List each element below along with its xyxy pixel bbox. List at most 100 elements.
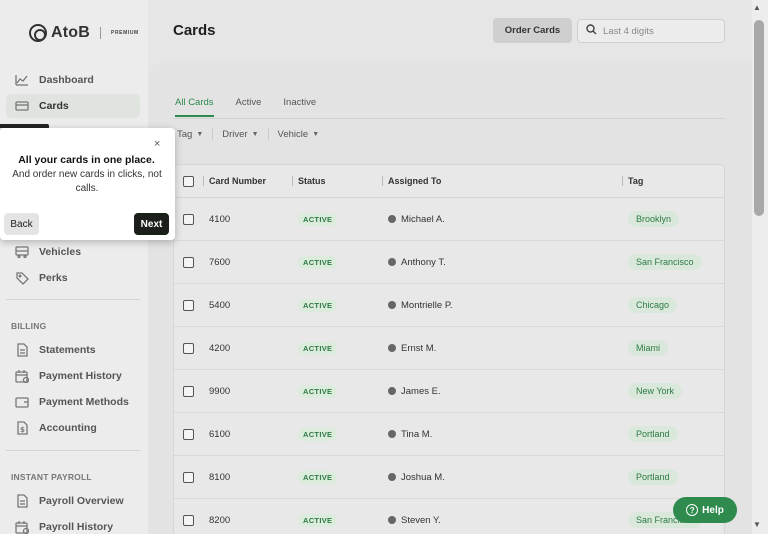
status-badge: ACTIVE xyxy=(298,298,338,312)
row-checkbox[interactable] xyxy=(183,385,194,397)
sidebar: AtoB PREMIUM Dashboard Cards Vehicles Pe… xyxy=(0,0,148,534)
person-icon xyxy=(388,516,396,524)
search-box[interactable] xyxy=(577,19,725,43)
row-checkbox[interactable] xyxy=(183,471,194,483)
sidebar-item-dashboard[interactable]: Dashboard xyxy=(6,68,140,92)
column-separator xyxy=(382,176,383,186)
table-row[interactable]: 8200 ACTIVE Steven Y. San Francisco xyxy=(174,499,724,534)
column-separator xyxy=(292,176,293,186)
sidebar-item-cards[interactable]: Cards xyxy=(6,94,140,118)
document-icon xyxy=(15,343,29,357)
table-row[interactable]: 8100 ACTIVE Joshua M. Portland xyxy=(174,456,724,499)
sidebar-item-payment-methods[interactable]: Payment Methods xyxy=(6,390,140,414)
tabs-divider xyxy=(173,118,725,119)
tag-badge: Miami xyxy=(628,339,668,356)
tab-active[interactable]: Active xyxy=(235,97,262,108)
row-checkbox[interactable] xyxy=(183,299,194,311)
row-checkbox[interactable] xyxy=(183,428,194,440)
page-title: Cards xyxy=(173,22,216,39)
sidebar-item-label: Payroll Overview xyxy=(39,495,124,507)
sidebar-item-label: Dashboard xyxy=(39,74,94,86)
card-number: 4100 xyxy=(209,213,231,225)
person-icon xyxy=(388,344,396,352)
dollar-doc-icon: $ xyxy=(15,421,29,435)
filter-driver[interactable]: Driver ▼ xyxy=(222,129,258,140)
card-number: 5400 xyxy=(209,299,231,311)
truck-icon xyxy=(15,246,29,259)
column-separator xyxy=(203,176,204,186)
person-icon xyxy=(388,301,396,309)
cards-table: Card Number Status Assigned To Tag 4100 … xyxy=(173,164,725,534)
brand-logo[interactable]: AtoB PREMIUM xyxy=(29,24,139,42)
question-icon: ? xyxy=(686,504,699,516)
column-header-card-number[interactable]: Card Number xyxy=(209,176,267,186)
assigned-to: Montrielle P. xyxy=(401,299,453,311)
search-input[interactable] xyxy=(603,25,713,37)
atob-logo-icon xyxy=(29,24,47,42)
table-row[interactable]: 9900 ACTIVE James E. New York xyxy=(174,370,724,413)
card-number: 9900 xyxy=(209,385,231,397)
assigned-to: Michael A. xyxy=(401,213,445,225)
filter-label: Vehicle xyxy=(277,128,309,140)
sidebar-item-label: Perks xyxy=(39,272,68,284)
select-all-checkbox[interactable] xyxy=(183,175,194,187)
filter-label: Driver xyxy=(222,128,248,140)
scroll-down-arrow-icon[interactable]: ▼ xyxy=(753,520,761,529)
next-button[interactable]: Next xyxy=(134,213,169,235)
column-header-assigned-to[interactable]: Assigned To xyxy=(388,176,442,186)
document-icon xyxy=(15,494,29,508)
person-icon xyxy=(388,473,396,481)
row-checkbox[interactable] xyxy=(183,514,194,526)
brand-name: AtoB xyxy=(51,24,91,41)
sidebar-item-payroll-history[interactable]: Payroll History xyxy=(6,515,140,534)
brand-tier: PREMIUM xyxy=(111,30,139,36)
column-header-tag[interactable]: Tag xyxy=(628,176,644,186)
chevron-down-icon: ▼ xyxy=(251,130,259,138)
column-header-status[interactable]: Status xyxy=(298,176,326,186)
table-row[interactable]: 7600 ACTIVE Anthony T. San Francisco xyxy=(174,241,724,284)
tag-badge: San Francisco xyxy=(628,253,702,270)
row-checkbox[interactable] xyxy=(183,256,194,268)
help-button[interactable]: ? Help xyxy=(673,497,737,523)
close-icon[interactable]: × xyxy=(154,138,161,150)
sidebar-item-accounting[interactable]: $ Accounting xyxy=(6,416,140,440)
table-row[interactable]: 5400 ACTIVE Montrielle P. Chicago xyxy=(174,284,724,327)
table-row[interactable]: 6100 ACTIVE Tina M. Portland xyxy=(174,413,724,456)
filter-vehicle[interactable]: Vehicle ▼ xyxy=(278,129,320,140)
chevron-down-icon: ▼ xyxy=(196,130,204,138)
card-tabs: All Cards Active Inactive xyxy=(175,97,338,117)
filter-separator xyxy=(212,128,214,140)
row-checkbox[interactable] xyxy=(183,213,194,225)
sidebar-item-payment-history[interactable]: Payment History xyxy=(6,364,140,388)
status-badge: ACTIVE xyxy=(298,470,338,484)
assigned-to: Tina M. xyxy=(401,428,433,440)
table-row[interactable]: 4100 ACTIVE Michael A. Brooklyn xyxy=(174,198,724,241)
status-badge: ACTIVE xyxy=(298,341,338,355)
tab-all-cards[interactable]: All Cards xyxy=(175,97,214,117)
assigned-to: James E. xyxy=(401,385,441,397)
sidebar-item-payroll-overview[interactable]: Payroll Overview xyxy=(6,489,140,513)
table-header: Card Number Status Assigned To Tag xyxy=(174,165,724,198)
sidebar-item-label: Payment History xyxy=(39,370,122,382)
sidebar-item-statements[interactable]: Statements xyxy=(6,338,140,362)
person-icon xyxy=(388,430,396,438)
chart-line-icon xyxy=(15,74,29,87)
assigned-to: Joshua M. xyxy=(401,471,445,483)
card-number: 8100 xyxy=(209,471,231,483)
sidebar-item-label: Statements xyxy=(39,344,96,356)
sidebar-divider xyxy=(6,299,140,300)
order-cards-button[interactable]: Order Cards xyxy=(493,18,572,43)
tab-inactive[interactable]: Inactive xyxy=(283,97,317,108)
status-badge: ACTIVE xyxy=(298,513,338,527)
sidebar-item-perks[interactable]: Perks xyxy=(6,266,140,290)
filter-tag[interactable]: Tag ▼ xyxy=(177,129,203,140)
sidebar-item-vehicles[interactable]: Vehicles xyxy=(6,240,140,264)
status-badge: ACTIVE xyxy=(298,427,338,441)
back-button[interactable]: Back xyxy=(4,213,39,235)
table-row[interactable]: 4200 ACTIVE Ernst M. Miami xyxy=(174,327,724,370)
filter-label: Tag xyxy=(177,128,193,140)
row-checkbox[interactable] xyxy=(183,342,194,354)
status-badge: ACTIVE xyxy=(298,255,338,269)
scroll-up-arrow-icon[interactable]: ▲ xyxy=(753,3,761,12)
scrollbar-thumb[interactable] xyxy=(754,20,764,216)
